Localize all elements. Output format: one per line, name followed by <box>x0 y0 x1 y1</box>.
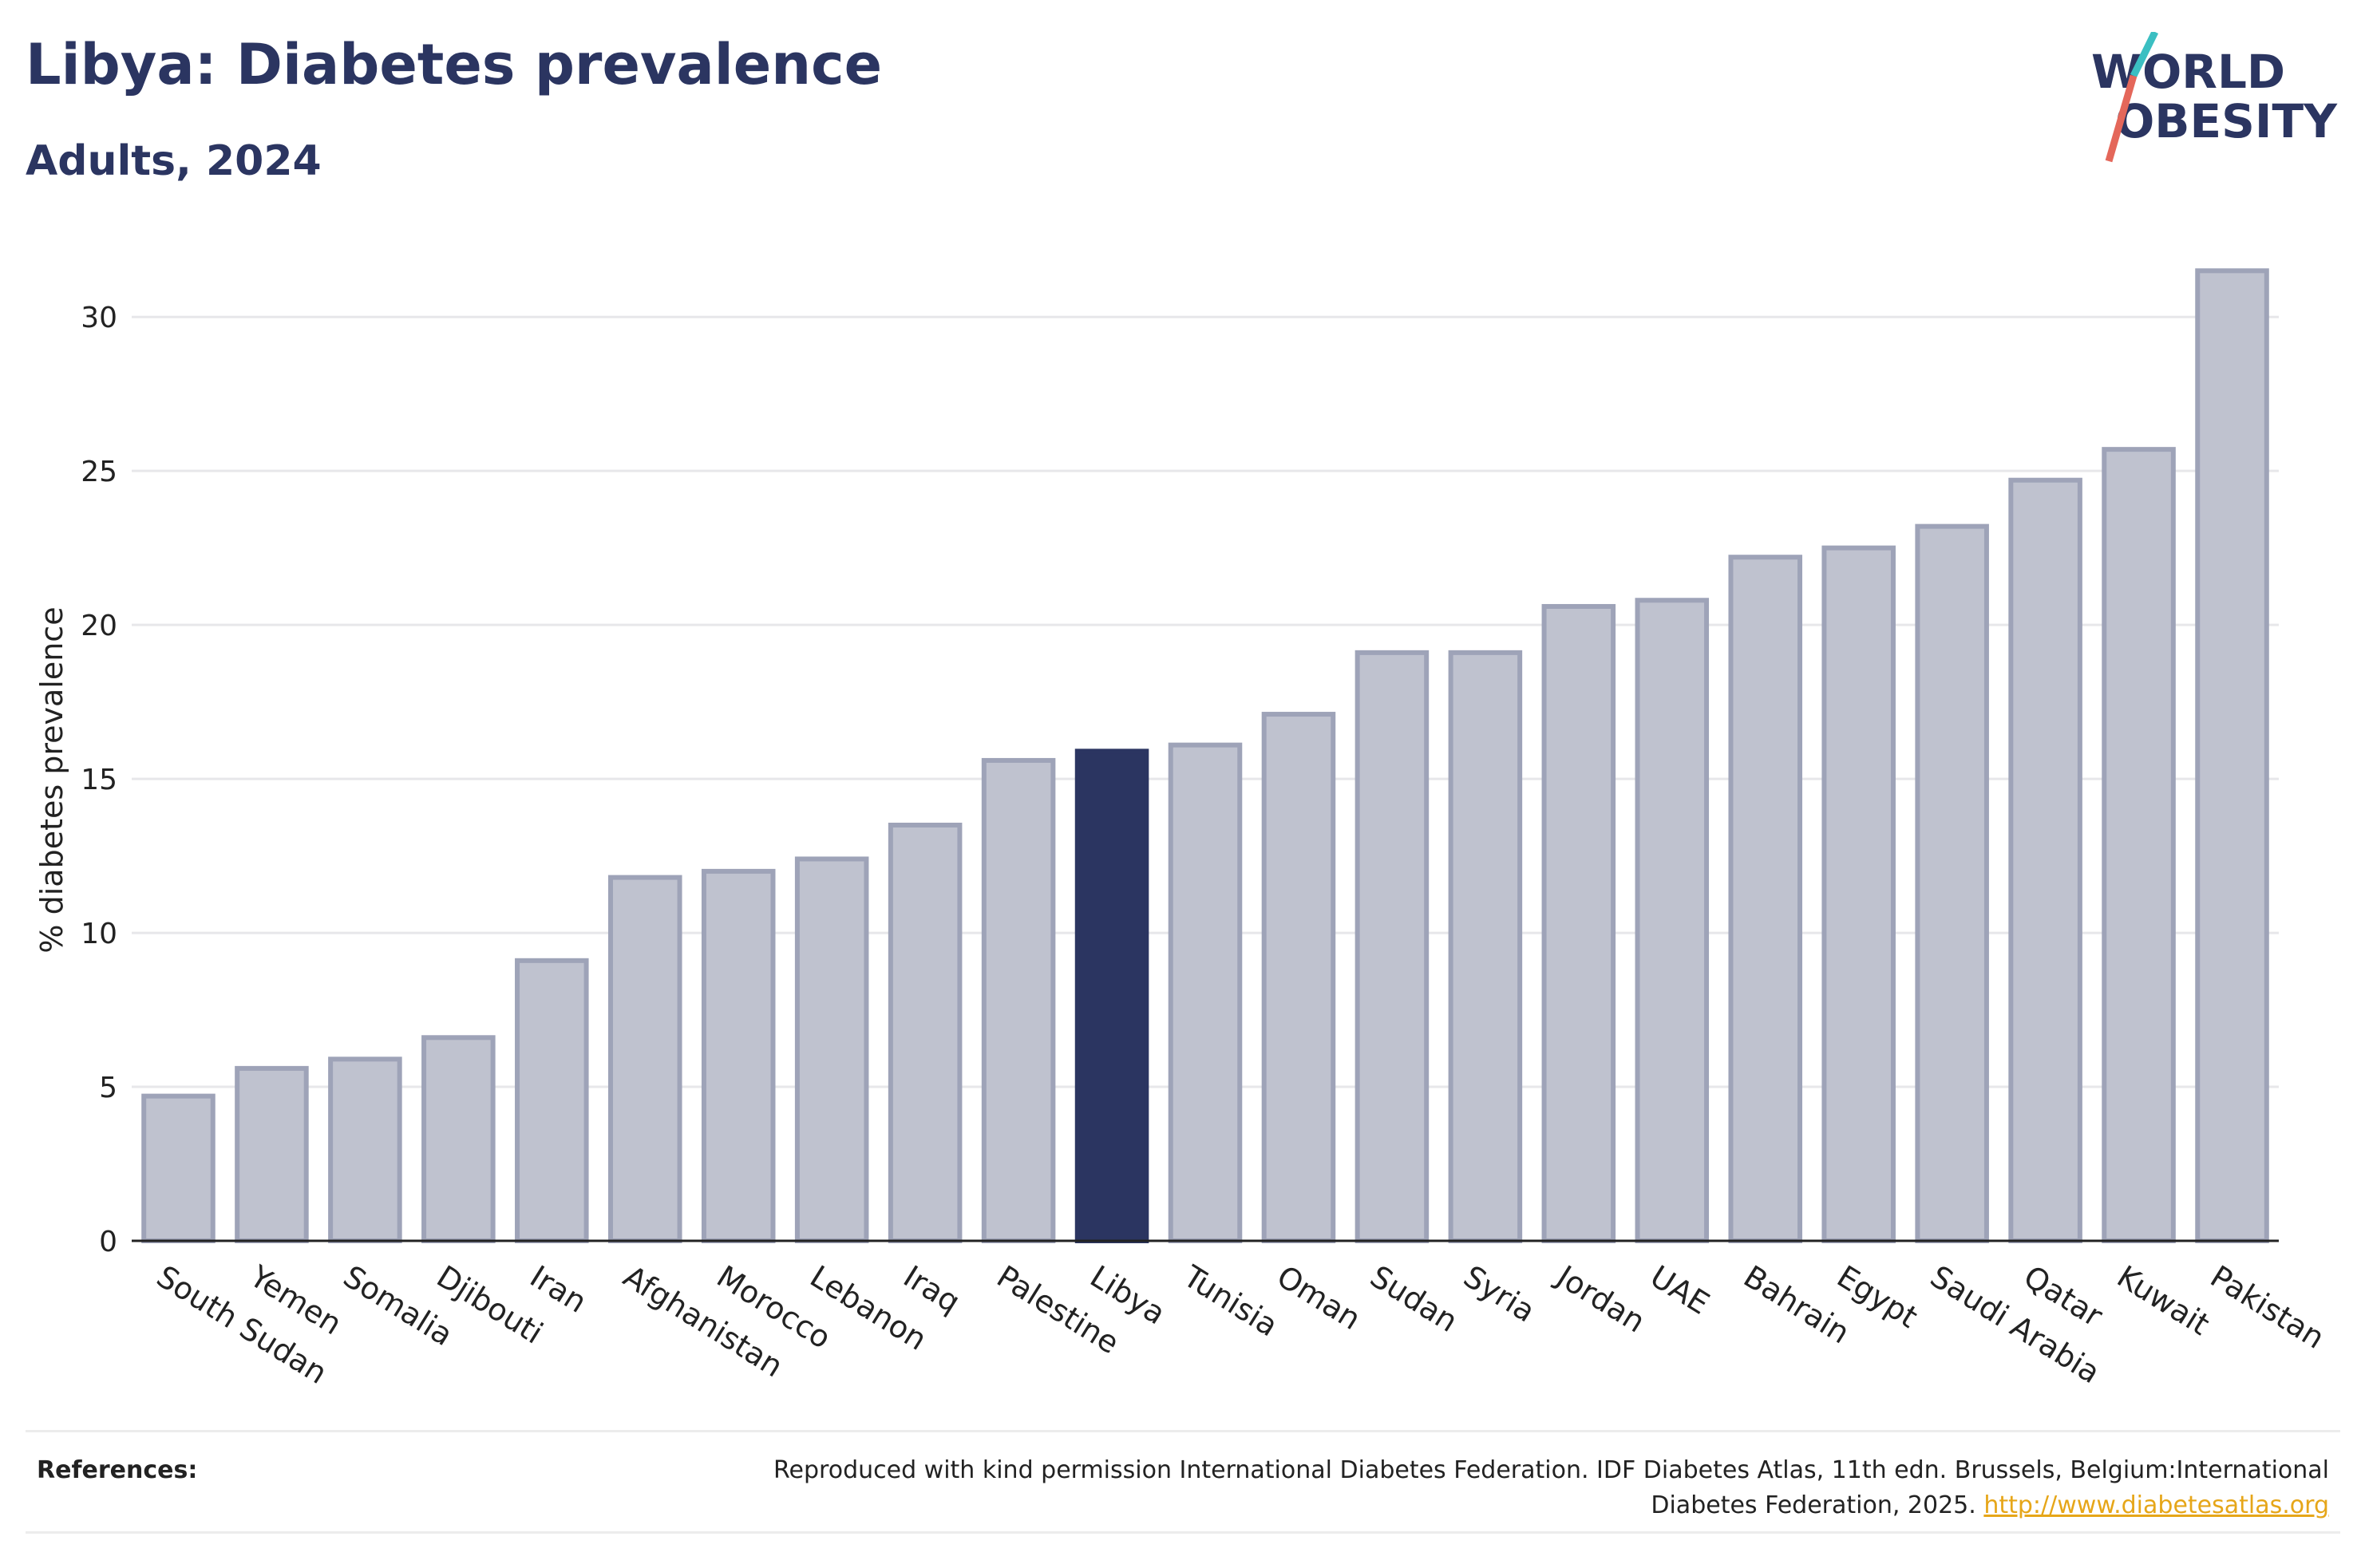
bar-libya <box>1074 748 1149 1243</box>
y-tick-label: 20 <box>81 610 117 642</box>
references-text: Reproduced with kind permission Internat… <box>733 1453 2329 1523</box>
logo-slash-coral <box>2105 74 2138 163</box>
bar-iraq <box>888 822 963 1243</box>
bar-saudi-arabia <box>1915 523 1989 1243</box>
y-tick-label: 15 <box>81 764 117 796</box>
y-tick-label: 25 <box>81 456 117 488</box>
y-axis-label: % diabetes prevalence <box>34 606 69 953</box>
x-tick-label: Sudan <box>1364 1258 1464 1339</box>
logo-line2: OBESITY <box>2115 94 2338 148</box>
x-tick-label: Bahrain <box>1738 1258 1856 1350</box>
bar-qatar <box>2008 477 2082 1243</box>
x-tick-label: Oman <box>1271 1258 1366 1337</box>
bar-egypt <box>1821 545 1896 1243</box>
references-link[interactable]: http://www.diabetesatlas.org <box>1983 1491 2329 1519</box>
page-subtitle: Adults, 2024 <box>26 137 322 185</box>
bar-morocco <box>701 868 776 1243</box>
bar-syria <box>1448 650 1523 1243</box>
x-tick-label: Jordan <box>1549 1258 1651 1339</box>
y-tick-label: 10 <box>81 918 117 950</box>
bar-afghanistan <box>607 875 682 1243</box>
logo-slash-teal <box>2130 32 2159 77</box>
x-tick-label: Syria <box>1457 1258 1541 1329</box>
page-title: Libya: Diabetes prevalence <box>26 32 883 97</box>
x-tick-label: Pakistan <box>2205 1258 2331 1356</box>
y-tick-label: 30 <box>81 302 117 334</box>
bar-chart: 0 5 10 15 20 25 30 South SudanYemenSomaliaDjib… <box>34 268 2331 1391</box>
references-label: References: <box>37 1456 198 1484</box>
bar-tunisia <box>1168 742 1243 1243</box>
bar-palestine <box>981 757 1056 1243</box>
references-citation: Reproduced with kind permission Internat… <box>773 1456 2329 1519</box>
bar-kuwait <box>2102 447 2176 1243</box>
bar-sudan <box>1355 650 1430 1243</box>
x-tick-label: Iraq <box>897 1258 966 1320</box>
bars <box>141 268 2269 1243</box>
x-tick-label: Afghanistan <box>617 1258 789 1384</box>
logo-line1: WORLD <box>2091 45 2285 99</box>
y-axis-ticks: 0 5 10 15 20 25 30 <box>81 302 117 1258</box>
y-tick-label: 0 <box>99 1226 117 1258</box>
bar-djibouti <box>421 1035 496 1243</box>
bar-lebanon <box>794 856 869 1243</box>
bar-south-sudan <box>141 1093 216 1243</box>
y-tick-label: 5 <box>99 1072 117 1104</box>
bar-yemen <box>235 1065 309 1243</box>
x-tick-label: Kuwait <box>2111 1258 2216 1342</box>
bar-pakistan <box>2195 268 2269 1243</box>
bar-somalia <box>328 1057 402 1243</box>
x-tick-label: Iran <box>524 1258 593 1320</box>
bar-uae <box>1635 598 1710 1243</box>
world-obesity-logo: WORLD OBESITY <box>2091 32 2338 163</box>
bar-oman <box>1261 712 1336 1243</box>
bar-jordan <box>1541 603 1616 1243</box>
x-tick-label: Tunisia <box>1177 1258 1283 1344</box>
bar-iran <box>515 958 589 1243</box>
references-section: References: Reproduced with kind permiss… <box>26 1430 2340 1534</box>
x-tick-label: UAE <box>1644 1258 1715 1321</box>
bar-bahrain <box>1728 555 1803 1243</box>
